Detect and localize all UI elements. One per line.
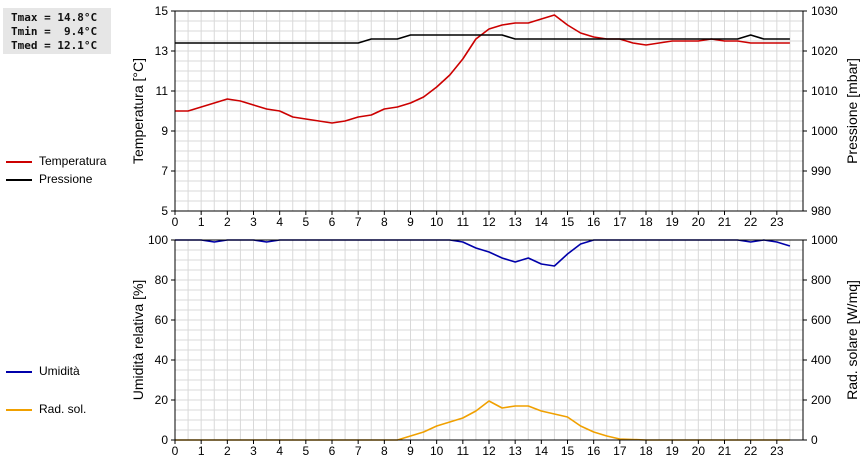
bottom-x-tick-label: 9 [407, 444, 414, 458]
top-x-tick-label: 2 [224, 215, 231, 229]
bottom-x-tick-label: 19 [665, 444, 679, 458]
top-x-tick-label: 20 [692, 215, 706, 229]
bottom-x-tick-label: 23 [770, 444, 784, 458]
bottom-x-tick-label: 14 [535, 444, 549, 458]
top-x-tick-label: 16 [587, 215, 601, 229]
top-y2-tick-label: 1000 [811, 124, 838, 138]
top-x-tick-label: 14 [535, 215, 549, 229]
bottom-y-tick-label: 100 [148, 233, 168, 247]
top-x-tick-label: 8 [381, 215, 388, 229]
legend-pressione-swatch [6, 179, 32, 181]
legend-umidita-label: Umidità [39, 364, 80, 378]
bottom-x-tick-label: 12 [482, 444, 496, 458]
bottom-x-tick-label: 15 [561, 444, 575, 458]
bottom-x-tick-label: 2 [224, 444, 231, 458]
top-x-tick-label: 23 [770, 215, 784, 229]
top-y2-tick-label: 990 [811, 164, 831, 178]
top-x-tick-label: 5 [302, 215, 309, 229]
top-y-tick-label: 5 [161, 204, 168, 218]
bottom-x-tick-label: 5 [302, 444, 309, 458]
bottom-x-tick-label: 22 [744, 444, 758, 458]
top-x-tick-label: 3 [250, 215, 257, 229]
top-x-tick-label: 0 [172, 215, 179, 229]
tmax-stat: Tmax = 14.8°C [11, 11, 98, 24]
top-series-secondary-line [175, 34, 790, 44]
bottom-y2-tick-label: 0 [811, 433, 818, 447]
bottom-x-tick-label: 1 [198, 444, 205, 458]
bottom-y2-axis-label: Rad. solare [W/mq] [844, 280, 860, 400]
top-y-tick-label: 15 [155, 4, 169, 18]
bottom-x-tick-label: 0 [172, 444, 179, 458]
top-y2-tick-label: 1010 [811, 84, 838, 98]
top-x-tick-label: 17 [613, 215, 627, 229]
bottom-x-tick-label: 18 [639, 444, 653, 458]
tmin-stat: Tmin = 9.4°C [11, 25, 98, 38]
top-y-tick-label: 13 [155, 44, 169, 58]
top-x-tick-label: 13 [508, 215, 522, 229]
bottom-x-tick-label: 6 [329, 444, 336, 458]
top-y-tick-label: 9 [161, 124, 168, 138]
top-x-tick-label: 12 [482, 215, 496, 229]
bottom-y2-tick-label: 1000 [811, 233, 838, 247]
bottom-x-tick-label: 16 [587, 444, 601, 458]
top-x-tick-label: 22 [744, 215, 758, 229]
bottom-x-tick-label: 17 [613, 444, 627, 458]
bottom-y2-tick-label: 600 [811, 313, 831, 327]
top-x-tick-label: 4 [276, 215, 283, 229]
bottom-x-tick-label: 8 [381, 444, 388, 458]
bottom-x-tick-label: 3 [250, 444, 257, 458]
bottom-y-axis-label: Umidità relativa [%] [130, 280, 146, 401]
bottom-x-tick-label: 13 [508, 444, 522, 458]
bottom-y2-tick-label: 400 [811, 353, 831, 367]
legend-radsol-swatch [6, 409, 32, 411]
top-x-tick-label: 15 [561, 215, 575, 229]
top-x-tick-label: 21 [718, 215, 732, 229]
bottom-x-tick-label: 20 [692, 444, 706, 458]
bottom-y-tick-label: 40 [155, 353, 169, 367]
top-y2-tick-label: 1030 [811, 4, 838, 18]
bottom-y-tick-label: 0 [161, 433, 168, 447]
bottom-y2-tick-label: 800 [811, 273, 831, 287]
top-y2-tick-label: 1020 [811, 44, 838, 58]
legend-temperatura-label: Temperatura [39, 154, 107, 168]
top-y2-axis-label: Pressione [mbar] [844, 58, 860, 164]
top-y2-tick-label: 980 [811, 204, 831, 218]
top-series-primary-line [175, 14, 790, 124]
legend-pressione-label: Pressione [39, 172, 93, 186]
top-x-tick-label: 7 [355, 215, 362, 229]
legend-temperatura-swatch [6, 161, 32, 163]
bottom-y-tick-label: 60 [155, 313, 169, 327]
bottom-x-tick-label: 7 [355, 444, 362, 458]
bottom-y2-tick-label: 200 [811, 393, 831, 407]
top-y-tick-label: 11 [156, 84, 169, 98]
tmed-stat: Tmed = 12.1°C [11, 39, 98, 52]
top-x-tick-label: 18 [639, 215, 653, 229]
bottom-x-tick-label: 11 [457, 444, 470, 458]
top-x-tick-label: 9 [407, 215, 414, 229]
top-x-tick-label: 6 [329, 215, 336, 229]
top-y-axis-label: Temperatura [°C] [130, 58, 146, 164]
top-x-tick-label: 11 [457, 215, 470, 229]
top-x-tick-label: 19 [665, 215, 679, 229]
legend-radsol-label: Rad. sol. [39, 402, 87, 416]
legend-umidita-swatch [6, 371, 32, 373]
bottom-x-tick-label: 21 [718, 444, 732, 458]
stats-box: Tmax = 14.8°C Tmin = 9.4°C Tmed = 12.1°C [3, 8, 111, 54]
top-x-tick-label: 10 [430, 215, 444, 229]
bottom-y-tick-label: 80 [155, 273, 169, 287]
top-y-tick-label: 7 [161, 164, 168, 178]
bottom-x-tick-label: 4 [276, 444, 283, 458]
bottom-y-tick-label: 20 [155, 393, 169, 407]
top-x-tick-label: 1 [198, 215, 205, 229]
bottom-x-tick-label: 10 [430, 444, 444, 458]
